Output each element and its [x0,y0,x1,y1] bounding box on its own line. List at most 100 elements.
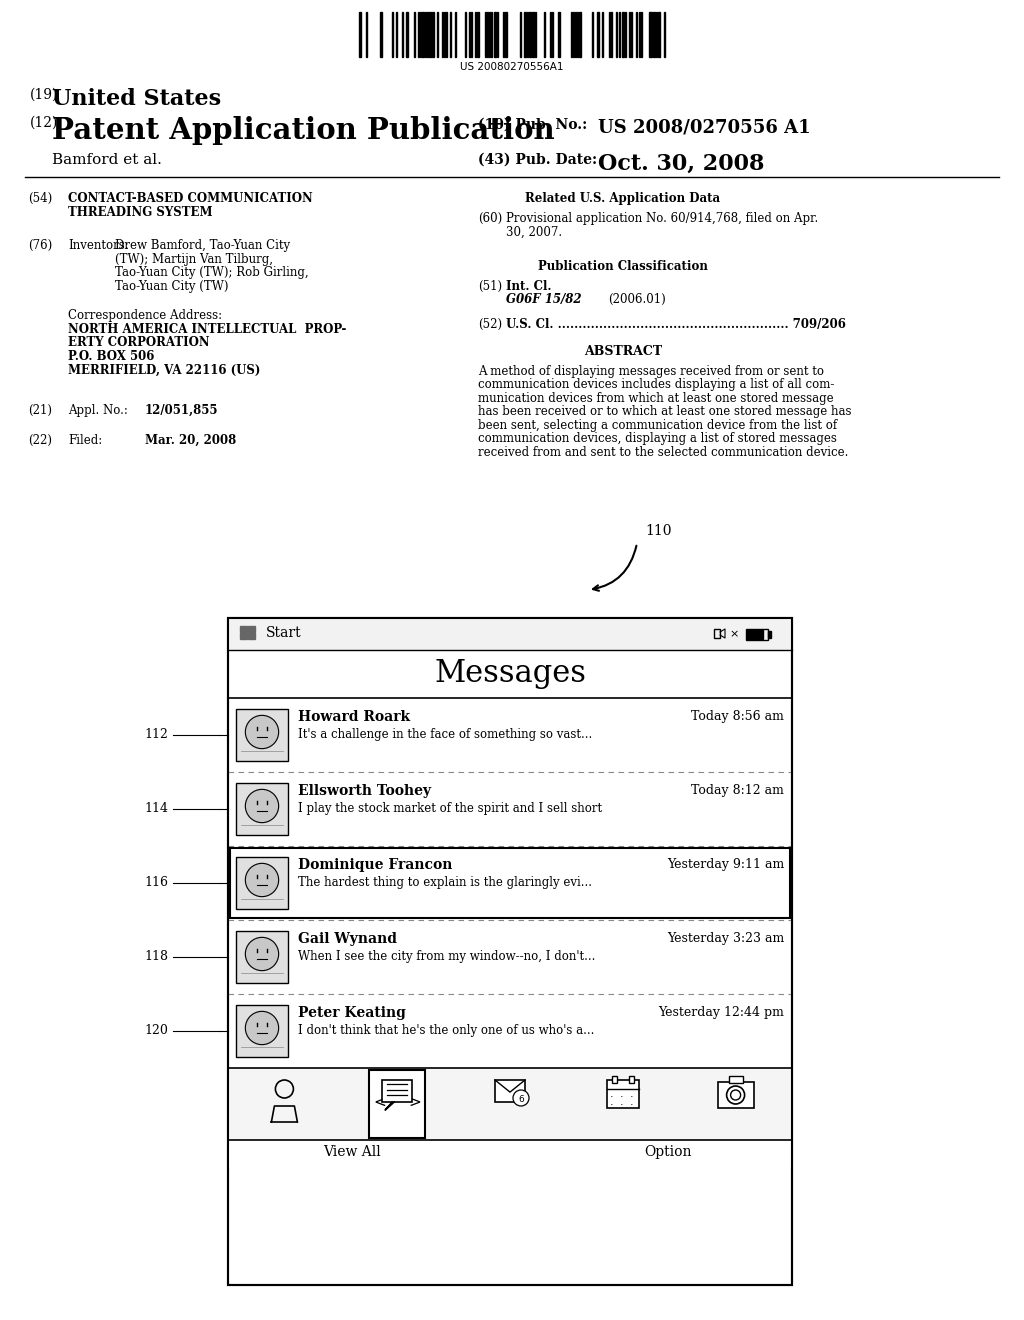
Bar [477,12,479,57]
Text: Yesterday 3:23 am: Yesterday 3:23 am [667,932,784,945]
Circle shape [246,1011,279,1044]
Text: Provisional application No. 60/914,768, filed on Apr.: Provisional application No. 60/914,768, … [506,213,818,226]
Text: 118: 118 [144,950,168,964]
Text: Correspondence Address:: Correspondence Address: [68,309,222,322]
Text: Int. Cl.: Int. Cl. [506,280,552,293]
Text: Gail Wynand: Gail Wynand [298,932,397,946]
Text: P.O. BOX 506: P.O. BOX 506 [68,350,155,363]
Text: (21): (21) [28,404,52,417]
Bar [406,12,408,57]
Text: 12/051,855: 12/051,855 [145,404,218,417]
Text: .: . [620,1089,624,1100]
Text: Tao-Yuan City (TW); Rob Girling,: Tao-Yuan City (TW); Rob Girling, [115,267,308,280]
Text: ×: × [729,630,738,639]
Bar [228,1068,792,1140]
Text: Messages: Messages [434,657,586,689]
Bar [236,1005,288,1057]
Text: (52): (52) [478,318,502,330]
Bar [429,12,431,57]
Bar [768,631,771,638]
Bar [558,12,560,57]
Circle shape [513,1090,529,1106]
Bar [494,12,496,57]
Text: .: . [620,1097,624,1107]
Text: Publication Classification: Publication Classification [538,260,708,272]
Text: (19): (19) [30,88,58,102]
Text: Dominique Francon: Dominique Francon [298,858,453,873]
Bar [746,630,763,639]
Circle shape [246,715,279,748]
Bar [649,12,652,57]
Circle shape [246,863,279,896]
Text: View All: View All [324,1144,381,1159]
Circle shape [246,789,279,822]
Text: munication devices from which at least one stored message: munication devices from which at least o… [478,392,834,405]
Bar [228,1140,792,1168]
Text: 116: 116 [144,876,168,890]
Bar [248,634,255,639]
Text: Today 8:12 am: Today 8:12 am [691,784,784,797]
Text: Yesterday 12:44 pm: Yesterday 12:44 pm [658,1006,784,1019]
Text: It's a challenge in the face of something so vast...: It's a challenge in the face of somethin… [298,729,592,741]
Bar [746,630,768,640]
Text: communication devices includes displaying a list of all com-: communication devices includes displayin… [478,379,835,391]
Text: 120: 120 [144,1024,168,1038]
Bar [228,618,792,1284]
Text: (51): (51) [478,280,502,293]
Bar [236,857,288,909]
Text: (43) Pub. Date:: (43) Pub. Date: [478,153,597,168]
Text: .: . [630,1089,634,1100]
Text: .: . [610,1089,613,1100]
Text: ERTY CORPORATION: ERTY CORPORATION [68,337,210,350]
Text: communication devices, displaying a list of stored messages: communication devices, displaying a list… [478,433,837,445]
Bar [607,1080,639,1107]
Text: Yesterday 9:11 am: Yesterday 9:11 am [667,858,784,871]
Text: G06F 15/82: G06F 15/82 [506,293,582,306]
Text: Drew Bamford, Tao-Yuan City: Drew Bamford, Tao-Yuan City [115,239,290,252]
Bar [240,634,247,639]
Bar [597,12,599,57]
Text: Today 8:56 am: Today 8:56 am [691,710,784,723]
Text: I don't think that he's the only one of us who's a...: I don't think that he's the only one of … [298,1024,594,1038]
Text: (54): (54) [28,191,52,205]
Text: NORTH AMERICA INTELLECTUAL  PROP-: NORTH AMERICA INTELLECTUAL PROP- [68,323,346,337]
Text: 112: 112 [144,729,168,742]
Bar [611,1076,616,1082]
Text: Patent Application Publication: Patent Application Publication [52,116,555,145]
Bar [230,847,790,917]
Bar [718,1082,754,1107]
Bar [729,1076,742,1082]
Text: Appl. No.:: Appl. No.: [68,404,128,417]
Bar [629,1076,634,1082]
Text: (12): (12) [30,116,58,129]
Bar [240,626,247,632]
Bar [248,626,255,632]
Text: A method of displaying messages received from or sent to: A method of displaying messages received… [478,364,824,378]
Text: 110: 110 [645,524,672,539]
Text: >: > [409,1094,421,1110]
Text: .: . [610,1097,613,1107]
Text: Mar. 20, 2008: Mar. 20, 2008 [145,434,237,446]
Text: (60): (60) [478,213,502,226]
Text: THREADING SYSTEM: THREADING SYSTEM [68,206,213,219]
Text: The hardest thing to explain is the glaringly evi...: The hardest thing to explain is the glar… [298,876,592,888]
Text: Oct. 30, 2008: Oct. 30, 2008 [598,153,765,176]
Bar [495,1080,525,1102]
Circle shape [246,937,279,970]
Bar [658,12,660,57]
Bar [622,12,624,57]
Bar [529,12,531,57]
Bar [236,931,288,983]
Text: <: < [373,1094,386,1110]
Bar [579,12,581,57]
Bar [714,630,720,638]
Bar [359,12,361,57]
Text: received from and sent to the selected communication device.: received from and sent to the selected c… [478,446,848,459]
Text: Tao-Yuan City (TW): Tao-Yuan City (TW) [115,280,228,293]
Text: Ellsworth Toohey: Ellsworth Toohey [298,784,431,799]
Text: Option: Option [644,1144,691,1159]
Bar [432,12,434,57]
Text: .: . [630,1097,634,1107]
Bar [228,618,792,1284]
Bar [382,1080,413,1102]
